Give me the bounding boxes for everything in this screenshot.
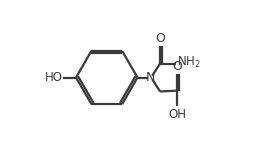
- Text: OH: OH: [168, 108, 186, 121]
- Text: NH$_2$: NH$_2$: [177, 55, 201, 70]
- Text: O: O: [172, 60, 182, 73]
- Text: O: O: [155, 32, 165, 45]
- Text: N: N: [146, 71, 155, 84]
- Text: HO: HO: [45, 71, 63, 84]
